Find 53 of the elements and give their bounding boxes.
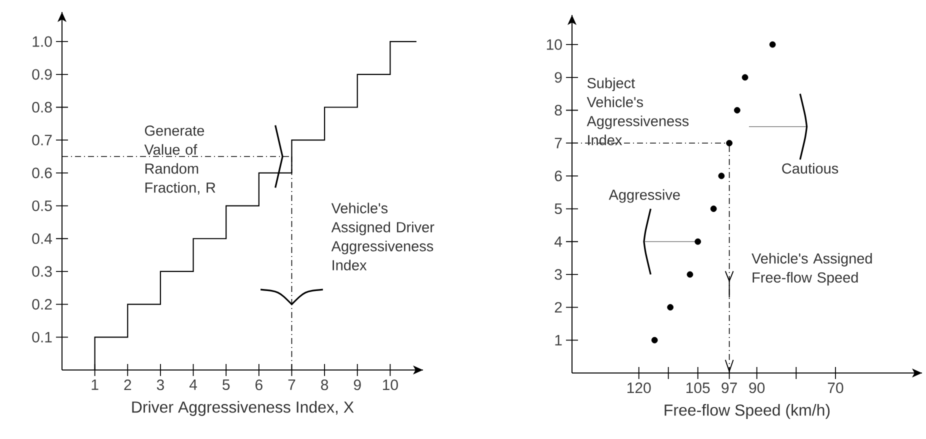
y-tick-label: 1.0: [32, 36, 52, 47]
point: [718, 172, 725, 180]
x-tick-label: 1: [92, 380, 98, 390]
x-tick-label: 5: [222, 380, 230, 390]
x-tick-label: 8: [321, 380, 328, 390]
annotation: Cautious: [782, 162, 838, 174]
y-tick-label: 0.8: [32, 102, 52, 113]
x-tick-label: 7: [288, 380, 296, 390]
y-tick-label: 6: [554, 170, 562, 182]
y-tick-label: 9: [554, 72, 562, 83]
y-tick-label: 0.7: [32, 134, 52, 146]
x-tick-label: 120: [627, 382, 651, 394]
x-axis-title: Driver Aggressiveness Index, X: [132, 401, 354, 416]
x-tick-label: 70: [828, 382, 844, 394]
x-tick-label: 4: [189, 380, 198, 390]
y-tick-label: 1: [555, 334, 562, 346]
point: [694, 238, 702, 245]
point: [742, 74, 748, 81]
x-tick-label: 3: [156, 380, 164, 390]
y-tick-label: 0.3: [32, 266, 52, 277]
point: [651, 336, 658, 344]
y-tick-label: 0.5: [32, 200, 52, 212]
y-tick-label: 7: [554, 138, 562, 148]
x-tick-label: 97: [722, 382, 737, 394]
point: [710, 206, 717, 212]
y-tick-label: 10: [546, 39, 562, 50]
y-tick-label: 8: [554, 104, 562, 116]
y-tick-label: 3: [554, 269, 562, 280]
annotation: Vehicle's Assigned Free-flow Speed: [752, 252, 872, 286]
y-tick-label: 0.9: [32, 69, 52, 80]
point: [686, 271, 694, 278]
y-tick-label: 0.2: [32, 299, 52, 310]
x-tick-label: 9: [354, 380, 361, 390]
point: [769, 41, 776, 48]
annotation: Generate Value of Random Fraction, R: [144, 126, 216, 194]
y-tick-label: 2: [554, 302, 562, 313]
x-tick-label: 10: [382, 380, 398, 390]
x-tick-label: 2: [124, 380, 132, 390]
point: [667, 304, 674, 311]
y-tick-label: 4: [554, 236, 562, 247]
y-tick-label: 0.4: [32, 233, 52, 244]
y-tick-label: 0.1: [32, 332, 52, 342]
x-tick-label: 105: [686, 382, 710, 394]
x-tick-label: 6: [256, 380, 262, 390]
annotation: Subject Vehicle's Aggressiveness Index: [586, 78, 689, 146]
point: [726, 140, 733, 146]
annotation: Vehicle's Assigned Driver Aggressiveness Index: [331, 202, 434, 270]
annotation: Aggressive: [608, 189, 680, 203]
y-tick-label: 5: [554, 204, 562, 214]
point: [734, 107, 740, 114]
x-axis-title: Free-flow Speed (km/h): [664, 404, 830, 419]
x-tick-label: 90: [749, 382, 765, 394]
y-tick-label: 0.6: [32, 168, 52, 178]
